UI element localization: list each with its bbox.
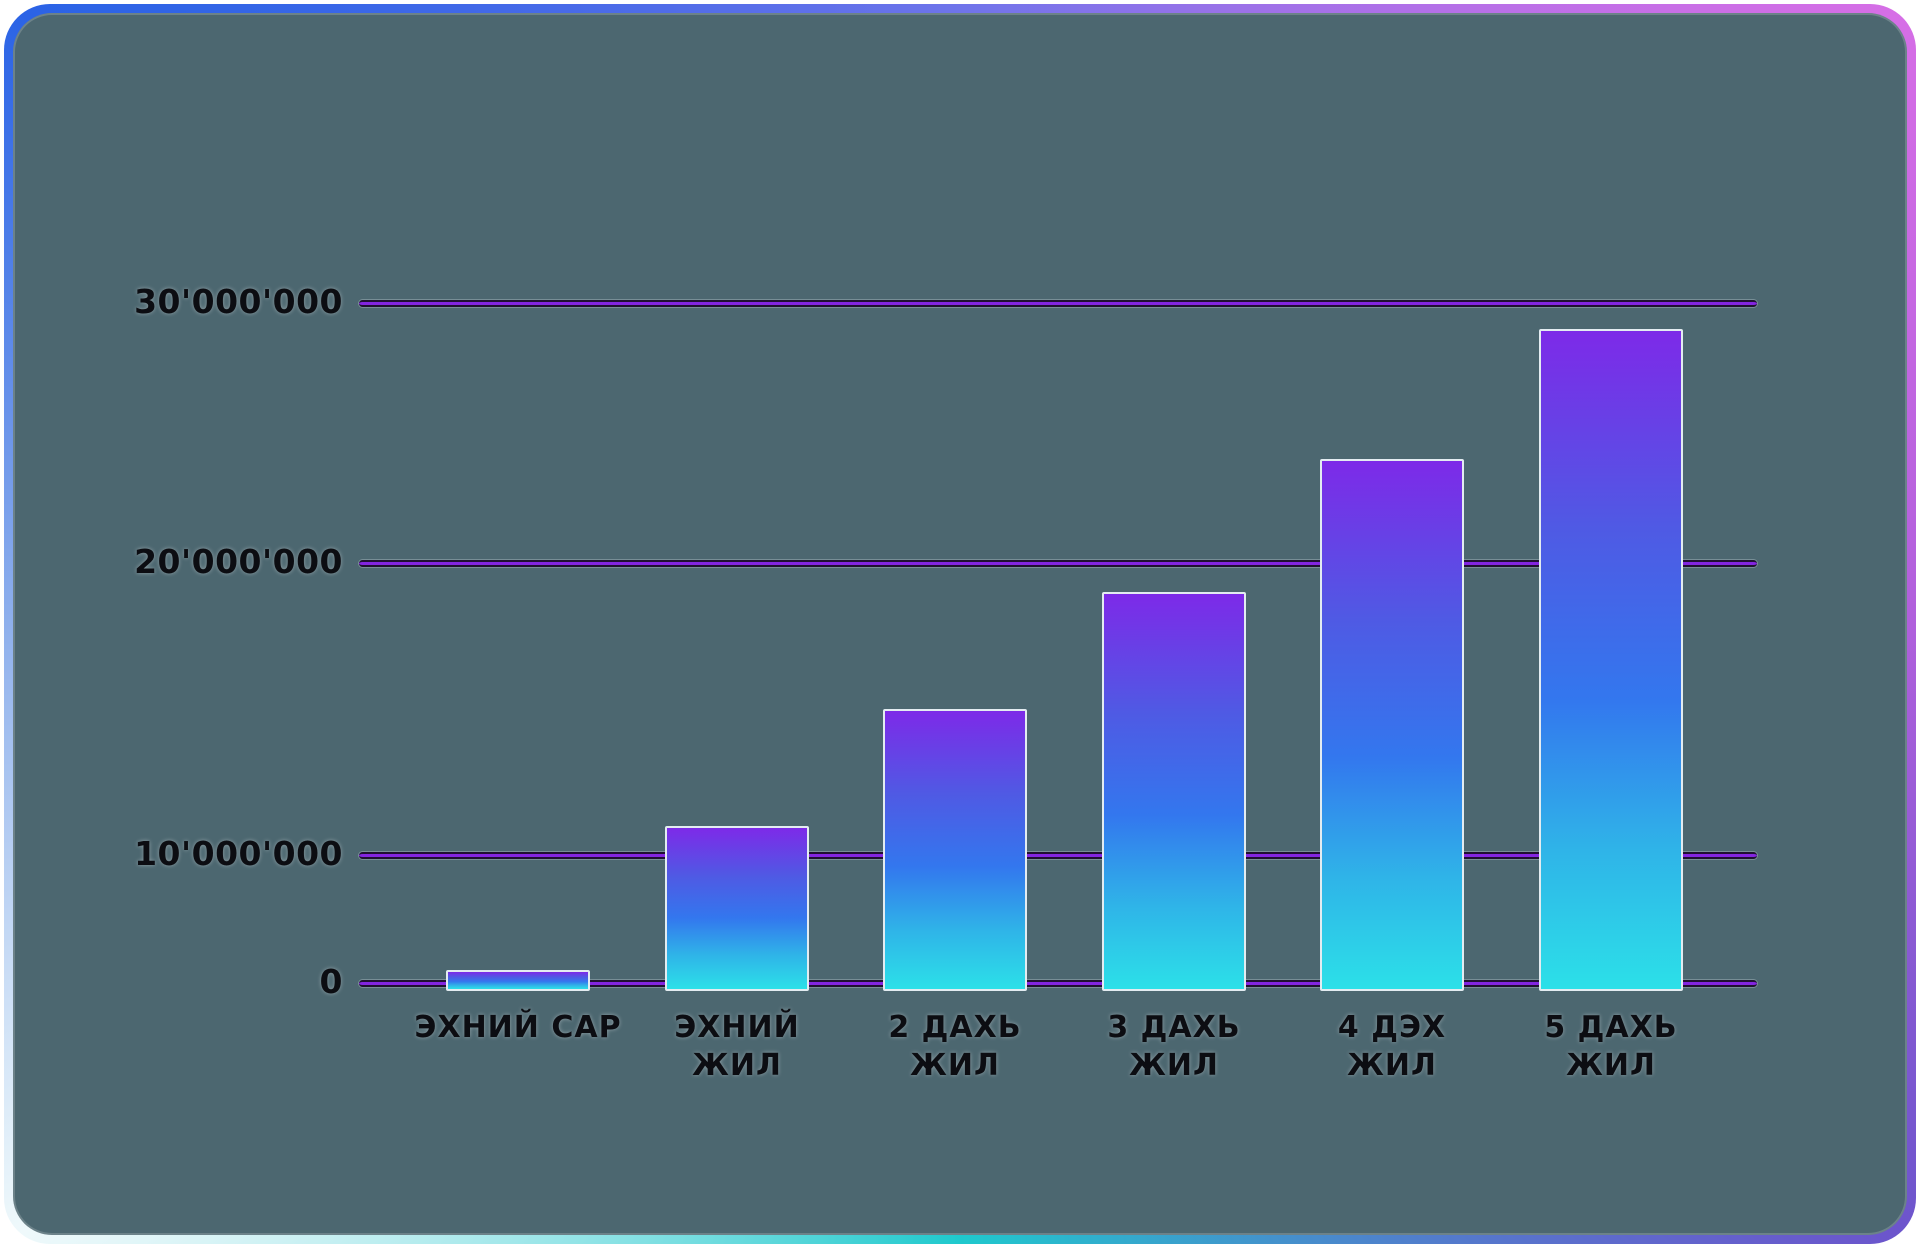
y-tick-label: 20'000'000 [134,542,343,581]
bar-6 [1539,329,1683,991]
x-category-label-line: ЖИЛ [1347,1048,1437,1083]
x-category-label-line: 5 ДАХЬ [1544,1010,1678,1045]
x-category-label-line: ЖИЛ [692,1048,782,1083]
x-category-label-line: ЖИЛ [1566,1048,1656,1083]
bar-5 [1320,459,1464,991]
x-category-label: 4 ДЭХ ЖИЛ [1272,1009,1512,1085]
bar-1 [446,970,590,991]
gridline-0 [359,979,1757,987]
x-category-label: 5 ДАХЬ ЖИЛ [1491,1009,1731,1085]
x-category-label-line: 3 ДАХЬ [1107,1010,1241,1045]
x-category-label-line: 4 ДЭХ [1337,1010,1447,1045]
y-tick-label: 30'000'000 [134,282,343,321]
gridline-30000000 [359,299,1757,307]
chart-background-panel: 0 10'000'000 20'000'000 30'000'000 ЭХНИЙ САР… [13,13,1907,1235]
bar-2 [665,826,809,991]
gridline-10000000 [359,851,1757,859]
y-tick-label: 0 [319,962,343,1001]
bar-4 [1102,592,1246,991]
x-category-label: ЭХНИЙ САР [398,1009,638,1047]
x-category-label: 3 ДАХЬ ЖИЛ [1054,1009,1294,1085]
x-category-label-line: ЖИЛ [910,1048,1000,1083]
x-category-label-line: ЖИЛ [1129,1048,1219,1083]
x-category-label-line: ЭХНИЙ САР [414,1010,622,1045]
gridline-20000000 [359,559,1757,567]
x-category-label: ЭХНИЙ ЖИЛ [617,1009,857,1085]
gradient-border-frame: 0 10'000'000 20'000'000 30'000'000 ЭХНИЙ САР… [4,4,1916,1244]
y-tick-label: 10'000'000 [134,834,343,873]
bar-3 [883,709,1027,991]
plot-area: 0 10'000'000 20'000'000 30'000'000 ЭХНИЙ САР… [13,13,1907,1235]
x-category-label-line: ЭХНИЙ [674,1010,800,1045]
x-category-label: 2 ДАХЬ ЖИЛ [835,1009,1075,1085]
x-category-label-line: 2 ДАХЬ [888,1010,1022,1045]
